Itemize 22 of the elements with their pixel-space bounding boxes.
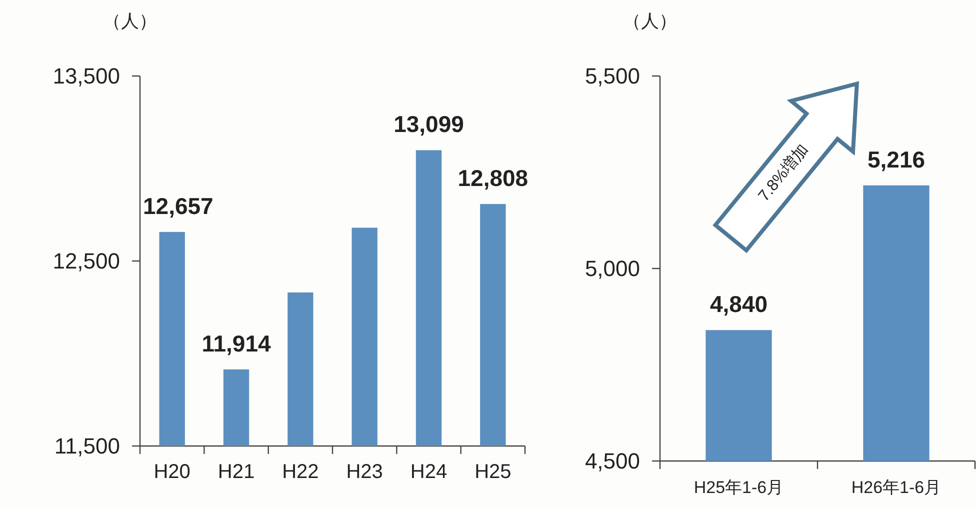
data-label: 11,914 [202,330,271,356]
y-tick-label: 4,500 [584,448,640,474]
data-label: 5,216 [867,146,926,172]
data-label: 13,099 [394,111,464,138]
x-tick-label: H20 [154,461,190,483]
y-tick-label: 13,500 [52,64,120,88]
y-axis-title: （人） [103,11,157,31]
y-tick-label: 5,500 [584,64,640,88]
y-tick-label: 5,000 [584,256,640,281]
x-tick-label: H25年1-6月 [694,478,784,497]
x-tick-label: H24 [410,461,448,483]
x-tick-label: H26年1-6月 [851,478,942,497]
data-label: 12,657 [143,192,214,219]
y-tick-label: 11,500 [54,434,120,458]
x-tick-label: H22 [282,461,319,483]
x-tick-label: H25 [474,461,512,483]
data-label: 12,808 [458,165,528,192]
x-tick-label: H23 [346,461,383,483]
y-tick-label: 12,500 [52,248,120,274]
y-axis-title: （人） [623,11,677,31]
data-label: 4,840 [710,291,768,318]
x-tick-label: H21 [218,461,255,483]
